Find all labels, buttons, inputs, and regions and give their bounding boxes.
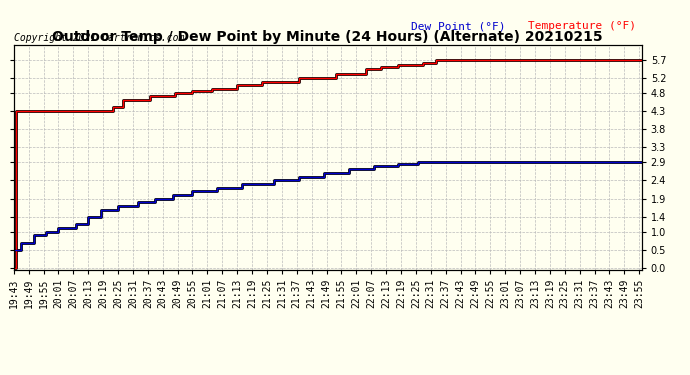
Text: Copyright 2021 Cartronics.com: Copyright 2021 Cartronics.com: [14, 33, 184, 43]
Title: Outdoor Temp / Dew Point by Minute (24 Hours) (Alternate) 20210215: Outdoor Temp / Dew Point by Minute (24 H…: [52, 30, 603, 44]
Legend: Dew Point (°F), Temperature (°F): Dew Point (°F), Temperature (°F): [411, 21, 636, 31]
